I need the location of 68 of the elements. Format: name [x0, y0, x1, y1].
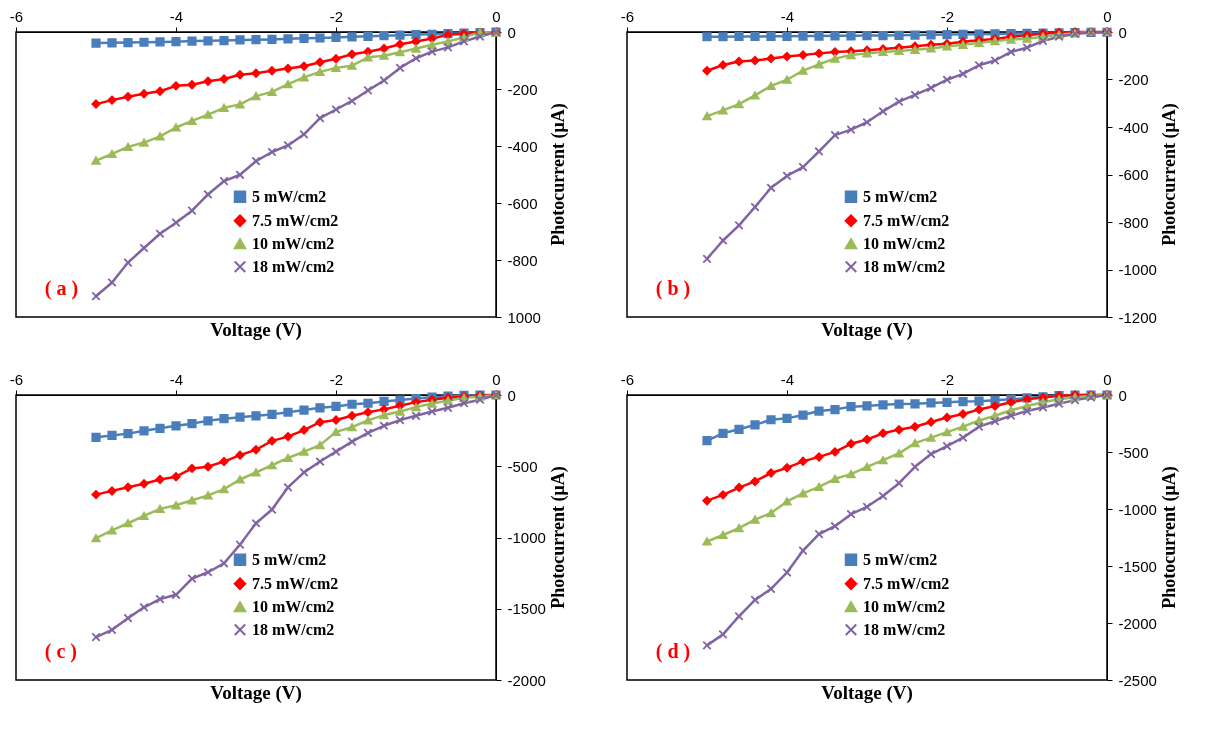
legend-label: 5 mW/cm2 — [252, 187, 327, 205]
legend-label: 7.5 mW/cm2 — [863, 211, 950, 229]
y-tick-label: -400 — [1118, 118, 1149, 136]
x-tick-label: -2 — [329, 7, 344, 25]
y-tick-label: -2500 — [1118, 671, 1157, 689]
y-tick-label: -600 — [507, 194, 538, 212]
legend-label: 7.5 mW/cm2 — [252, 211, 339, 229]
y-tick-label: -800 — [507, 251, 538, 269]
annotation: ( a ) — [44, 277, 79, 300]
y-tick-label: -1500 — [507, 600, 546, 618]
y-tick-label: -800 — [1118, 213, 1149, 231]
x-tick-label: -6 — [620, 7, 635, 25]
y-tick-label: 0 — [1118, 23, 1127, 41]
x-tick-label: -6 — [620, 370, 635, 388]
legend-label: 5 mW/cm2 — [863, 187, 938, 205]
y-axis-title: Photocurrent (μA) — [548, 466, 569, 609]
y-tick-label: 0 — [1118, 386, 1127, 404]
x-tick-label: -2 — [940, 7, 955, 25]
y-tick-label: -200 — [507, 80, 538, 98]
y-tick-label: -1200 — [1118, 308, 1157, 326]
legend-label: 10 mW/cm2 — [252, 597, 335, 615]
y-tick-label: -2000 — [507, 671, 546, 689]
y-tick-label: -200 — [1118, 71, 1149, 88]
x-tick-label: 0 — [1103, 370, 1112, 388]
legend-label: 10 mW/cm2 — [252, 234, 335, 252]
y-tick-label: -1000 — [1118, 261, 1157, 278]
x-axis-title: Voltage (V) — [821, 319, 913, 341]
legend-label: 10 mW/cm2 — [863, 597, 946, 615]
x-axis-title: Voltage (V) — [210, 682, 302, 704]
x-tick-label: -6 — [9, 7, 24, 25]
legend-label: 5 mW/cm2 — [252, 550, 327, 568]
x-axis-title: Voltage (V) — [821, 682, 913, 704]
y-axis-title: Photocurrent (μA) — [1159, 103, 1180, 246]
x-tick-label: 0 — [492, 370, 501, 388]
y-axis-title: Photocurrent (μA) — [548, 103, 569, 246]
x-tick-label: 0 — [1103, 7, 1112, 25]
x-tick-label: 0 — [492, 7, 501, 25]
x-tick-label: -2 — [940, 370, 955, 388]
legend-label: 18 mW/cm2 — [252, 257, 335, 275]
y-tick-label: -1000 — [1118, 500, 1157, 518]
legend-label: 5 mW/cm2 — [863, 550, 938, 568]
y-tick-label: -600 — [1118, 166, 1149, 183]
x-axis-title: Voltage (V) — [210, 319, 302, 341]
legend-label: 18 mW/cm2 — [863, 620, 946, 638]
annotation: ( b ) — [655, 277, 691, 300]
legend-label: 10 mW/cm2 — [863, 234, 946, 252]
y-tick-label: -500 — [507, 457, 538, 475]
y-tick-label: -2000 — [1118, 614, 1157, 632]
annotation: ( c ) — [44, 640, 77, 663]
y-tick-label: -400 — [507, 137, 538, 155]
x-tick-label: -2 — [329, 370, 344, 388]
x-tick-label: -4 — [780, 370, 795, 388]
y-tick-label: 0 — [507, 386, 516, 404]
annotation: ( d ) — [655, 640, 691, 663]
y-tick-label: -1500 — [1118, 557, 1157, 575]
y-tick-label: -1000 — [507, 529, 546, 546]
legend-label: 18 mW/cm2 — [252, 620, 335, 638]
legend-label: 7.5 mW/cm2 — [252, 574, 339, 592]
x-tick-label: -4 — [169, 7, 184, 25]
legend-label: 7.5 mW/cm2 — [863, 574, 950, 592]
x-tick-label: -6 — [9, 370, 24, 388]
x-tick-label: -4 — [780, 7, 795, 25]
y-tick-label: 1000 — [507, 308, 541, 326]
y-axis-title: Photocurrent (μA) — [1159, 466, 1180, 609]
y-tick-label: -500 — [1118, 443, 1149, 461]
y-tick-label: 0 — [507, 23, 516, 41]
x-tick-label: -4 — [169, 370, 184, 388]
legend-label: 18 mW/cm2 — [863, 257, 946, 275]
